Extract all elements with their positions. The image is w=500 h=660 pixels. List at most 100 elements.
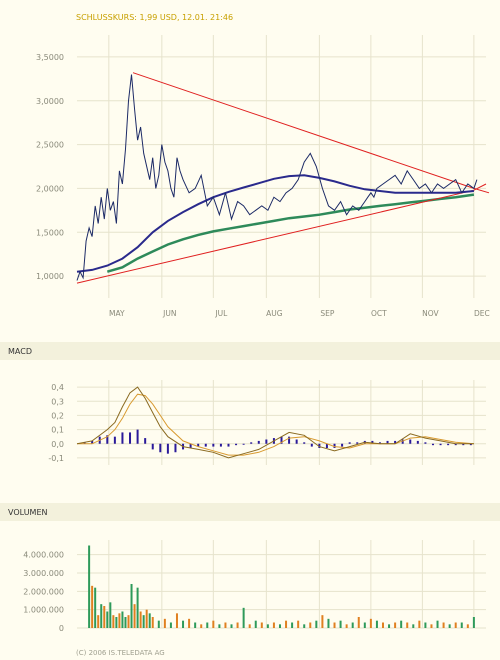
volume-bar [169, 622, 172, 628]
volume-ytick-label: 2.000.000 [23, 587, 64, 596]
macd-histogram-bar [129, 432, 132, 444]
macd-histogram-bar [295, 439, 298, 444]
macd-histogram-bar [280, 436, 283, 444]
macd-histogram-bar [469, 443, 472, 446]
volume-header-band [0, 503, 500, 521]
macd-histogram-bar [166, 443, 169, 454]
volume-bar [248, 624, 251, 628]
macd-histogram-bar [235, 443, 238, 446]
volume-bar [315, 620, 318, 628]
volume-bar [88, 545, 91, 628]
volume-bar [381, 622, 384, 628]
macd-ytick-label: 0,2 [51, 411, 64, 420]
volume-bar [97, 615, 100, 628]
macd-histogram-bar [401, 439, 404, 444]
copyright-footer: (C) 2006 IS.TELEDATA AG [76, 649, 165, 657]
macd-ytick-label: 0,1 [51, 426, 64, 435]
macd-ytick-label: 0,0 [51, 440, 64, 449]
volume-ytick-label: 3.000.000 [23, 569, 64, 578]
volume-bar [430, 624, 433, 628]
price-ytick-label: 3,5000 [36, 53, 64, 62]
volume-bar [254, 620, 257, 628]
price-month-label: NOV [422, 309, 439, 318]
macd-histogram-bar [424, 442, 427, 444]
macd-histogram-bar [265, 439, 268, 444]
ma-short-line [76, 174, 474, 273]
volume-bar [412, 624, 415, 628]
volume-bar [148, 613, 151, 628]
volume-bar [321, 615, 324, 628]
macd-histogram-bar [348, 442, 351, 444]
volume-bar [375, 620, 378, 628]
volume-bar [418, 620, 421, 628]
price-month-label: AUG [266, 309, 283, 318]
volume-bar [400, 620, 403, 628]
volume-bar [236, 622, 239, 628]
macd-histogram-bar [288, 436, 291, 444]
macd-histogram-bar [431, 443, 434, 446]
macd-ytick-label: 0,3 [51, 397, 64, 406]
volume-bar [121, 611, 124, 628]
price-title: SCHLUSSKURS: 1,99 USD, 12.01. 21:46 [76, 13, 233, 22]
volume-bar [118, 613, 121, 628]
volume-bar [327, 618, 330, 628]
volume-bar [345, 624, 348, 628]
volume-bar [260, 622, 263, 628]
volume-bar [124, 617, 127, 628]
volume-bar [127, 615, 130, 628]
volume-bar [175, 613, 178, 628]
price-ytick-label: 1,5000 [36, 228, 64, 237]
volume-bar [136, 587, 139, 628]
volume-bar [278, 624, 281, 628]
macd-histogram-bar [341, 443, 344, 447]
volume-bar [115, 617, 118, 628]
macd-panel: 0,4 0,3 0,2 0,1 0,0 -0,1 [48, 380, 486, 465]
macd-histogram-bar [106, 435, 109, 444]
macd-histogram-bar [159, 443, 162, 453]
volume-bar [142, 615, 145, 628]
price-ytick-label: 2,0000 [36, 184, 64, 193]
volume-bar [194, 622, 197, 628]
macd-histogram-bar [91, 440, 94, 444]
macd-ytick-label: -0,1 [48, 454, 64, 463]
macd-histogram-bar [447, 443, 450, 446]
volume-bar [91, 585, 94, 628]
volume-bar [297, 620, 300, 628]
price-line [76, 74, 478, 281]
macd-histogram-bar [83, 442, 86, 444]
volume-bar [151, 617, 154, 628]
macd-histogram-bar [151, 443, 154, 450]
macd-histogram-bar [325, 443, 328, 448]
macd-title: MACD [8, 347, 32, 356]
macd-histogram-bar [454, 443, 457, 446]
macd-histogram-bar [250, 442, 253, 444]
macd-ytick-label: 0,4 [51, 383, 64, 392]
volume-bar [182, 620, 185, 628]
volume-ytick-label: 1.000.000 [23, 606, 64, 615]
macd-histogram-bar [144, 438, 147, 444]
volume-bar [357, 617, 360, 628]
price-month-label: SEP [320, 309, 334, 318]
macd-histogram-bar [310, 443, 313, 447]
macd-histogram-bar [227, 443, 230, 447]
volume-bar [157, 620, 160, 628]
macd-header-band [0, 342, 500, 360]
volume-bar [466, 624, 469, 628]
price-month-label: MAY [109, 309, 125, 318]
trend-lower-line [76, 183, 487, 284]
price-ytick-label: 1,0000 [36, 272, 64, 281]
macd-histogram-bar [121, 432, 124, 444]
volume-bar [442, 622, 445, 628]
macd-histogram-bar [303, 442, 306, 444]
volume-title: VOLUMEN [8, 508, 48, 517]
macd-histogram-bar [462, 443, 465, 446]
macd-histogram-bar [212, 443, 215, 447]
volume-bar [406, 622, 409, 628]
volume-bar [200, 624, 203, 628]
volume-bar [130, 584, 133, 628]
price-month-label: JUL [214, 309, 228, 318]
price-month-label: DEC [474, 309, 490, 318]
volume-bar [303, 624, 306, 628]
volume-bar [369, 618, 372, 628]
